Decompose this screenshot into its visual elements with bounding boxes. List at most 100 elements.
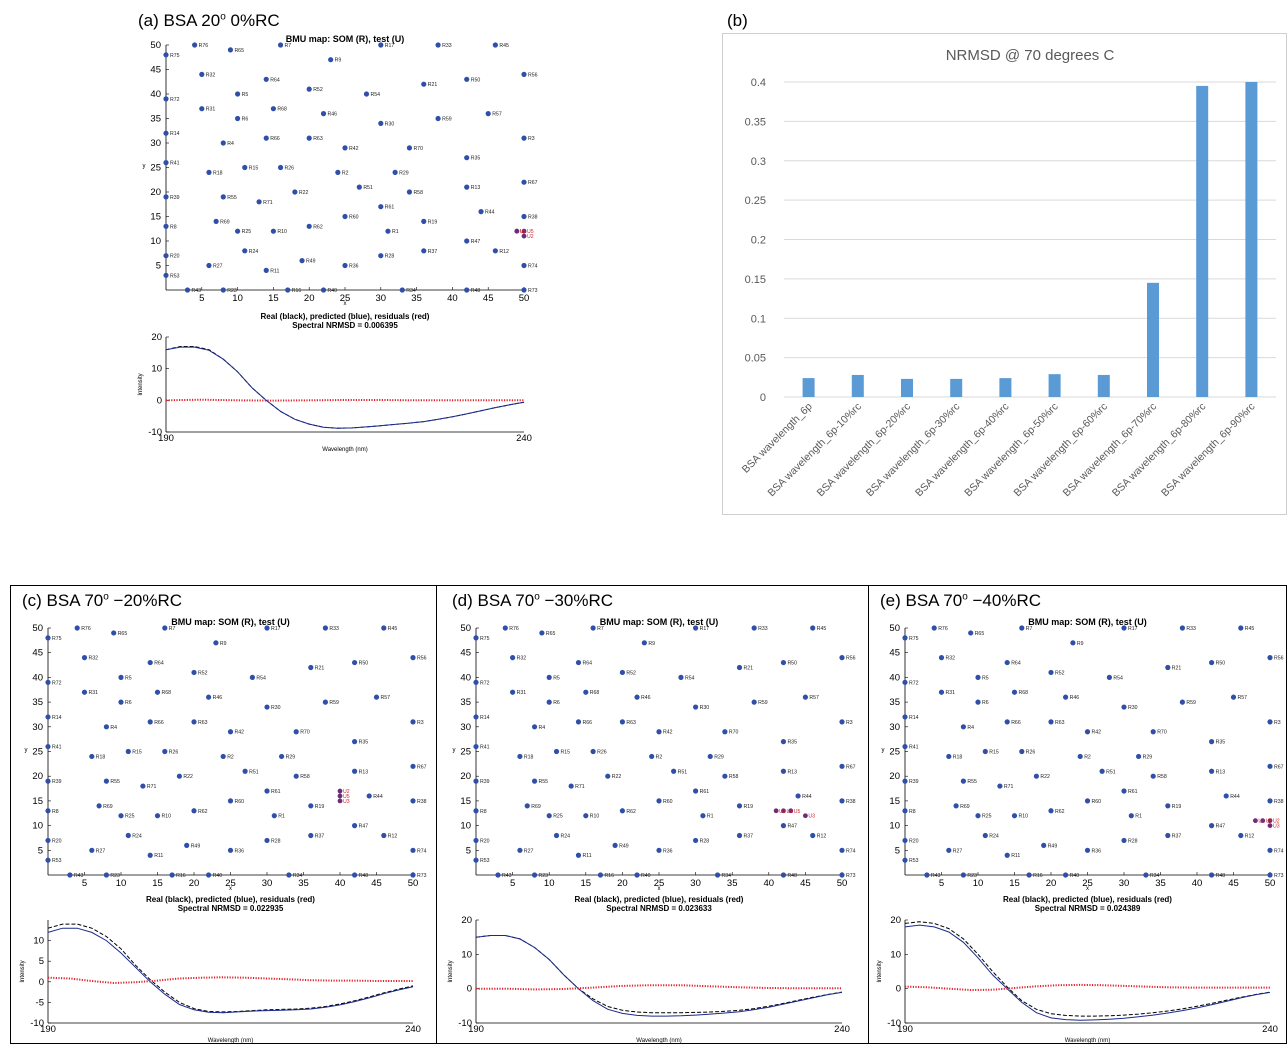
som-node-label: R41 bbox=[170, 161, 180, 167]
test-point-label: U3 bbox=[808, 814, 815, 820]
som-node-label: R72 bbox=[52, 680, 62, 686]
x-tick-label: 10 bbox=[116, 878, 127, 889]
som-node-label: R19 bbox=[1172, 804, 1182, 810]
som-node-label: R43 bbox=[74, 873, 84, 879]
som-node bbox=[308, 803, 314, 809]
som-node-label: R23 bbox=[967, 873, 977, 879]
y-tick-label: 0.05 bbox=[745, 353, 766, 365]
som-node bbox=[191, 719, 197, 725]
y-axis-label: y bbox=[143, 164, 146, 170]
som-node bbox=[464, 287, 470, 293]
som-node bbox=[352, 659, 358, 666]
map-title: BMU map: SOM (R), test (U) bbox=[286, 34, 405, 44]
som-node-label: R21 bbox=[1172, 666, 1182, 672]
som-node bbox=[583, 813, 589, 819]
som-node-label: R33 bbox=[1186, 626, 1196, 632]
som-node bbox=[464, 184, 470, 190]
som-node bbox=[235, 228, 241, 234]
som-node-label: R61 bbox=[700, 789, 710, 795]
som-node-label: R1 bbox=[707, 814, 714, 820]
som-node bbox=[539, 630, 545, 636]
som-node bbox=[162, 748, 168, 755]
som-node-label: R28 bbox=[385, 254, 395, 260]
bar bbox=[1048, 374, 1061, 397]
category-label: BSA wavelength_6p-20%rc bbox=[815, 401, 913, 499]
som-node bbox=[693, 704, 699, 710]
som-node bbox=[199, 106, 205, 112]
x-tick-label: 35 bbox=[727, 878, 738, 889]
som-node-label: R72 bbox=[480, 680, 490, 686]
y-tick-label: 10 bbox=[33, 936, 44, 947]
som-node-label: R59 bbox=[329, 700, 339, 706]
som-node bbox=[722, 773, 728, 779]
y-tick-label: 0.35 bbox=[745, 116, 766, 128]
som-node-label: R12 bbox=[499, 249, 509, 255]
som-node bbox=[227, 798, 234, 804]
som-node-label: R47 bbox=[471, 239, 481, 245]
som-node-label: R12 bbox=[388, 833, 398, 839]
som-node bbox=[902, 679, 908, 685]
som-node-label: R66 bbox=[1011, 720, 1021, 726]
som-node bbox=[1077, 753, 1083, 760]
som-node-label: R49 bbox=[191, 843, 201, 849]
som-node bbox=[924, 872, 930, 878]
test-point bbox=[773, 808, 779, 814]
som-node bbox=[328, 57, 334, 63]
som-node bbox=[1019, 748, 1025, 755]
y-tick-label: 15 bbox=[460, 796, 471, 807]
som-node-label: R13 bbox=[787, 769, 797, 775]
som-node bbox=[1033, 773, 1039, 779]
y-tick-label: 50 bbox=[460, 623, 471, 634]
x-axis-label: Wavelength (nm) bbox=[322, 447, 367, 453]
som-node-label: R8 bbox=[909, 809, 916, 815]
som-node-label: R6 bbox=[125, 700, 132, 706]
som-node-label: R27 bbox=[953, 848, 963, 854]
som-node bbox=[521, 213, 527, 220]
som-node bbox=[342, 145, 348, 151]
som-node bbox=[1121, 788, 1127, 794]
y-tick-label: -10 bbox=[148, 427, 162, 438]
som-node bbox=[671, 768, 677, 774]
som-node bbox=[1026, 872, 1032, 878]
som-node bbox=[597, 872, 604, 878]
som-node bbox=[103, 778, 109, 784]
som-node-label: R47 bbox=[787, 824, 797, 830]
y-tick-label: 20 bbox=[890, 915, 901, 926]
som-node bbox=[902, 635, 908, 641]
som-node bbox=[308, 832, 314, 839]
y-tick-label: 25 bbox=[150, 163, 161, 174]
som-node bbox=[953, 803, 959, 809]
som-node-label: R69 bbox=[960, 804, 970, 810]
som-node-label: R18 bbox=[953, 754, 963, 760]
som-node-label: R63 bbox=[626, 720, 636, 726]
x-tick-label: 15 bbox=[268, 293, 279, 304]
som-node bbox=[1136, 753, 1142, 760]
som-node bbox=[213, 640, 219, 646]
som-node-label: R32 bbox=[206, 72, 216, 78]
som-node-label: R53 bbox=[170, 273, 180, 279]
som-node bbox=[184, 287, 191, 293]
som-node bbox=[1165, 832, 1171, 839]
som-node bbox=[553, 832, 560, 839]
test-point-label: U5 bbox=[1266, 819, 1273, 825]
som-node bbox=[531, 778, 538, 784]
som-node bbox=[656, 798, 662, 804]
som-node bbox=[1004, 852, 1010, 858]
som-node bbox=[619, 808, 626, 814]
y-tick-label: 15 bbox=[32, 796, 43, 807]
som-node bbox=[1267, 719, 1273, 725]
som-node bbox=[406, 189, 413, 195]
som-node bbox=[293, 773, 299, 779]
x-tick-label: 35 bbox=[298, 878, 309, 889]
som-node-label: R44 bbox=[373, 794, 383, 800]
som-node bbox=[125, 748, 131, 755]
som-node-label: R55 bbox=[227, 195, 237, 201]
som-node bbox=[270, 228, 276, 234]
som-node-label: R8 bbox=[480, 809, 487, 815]
som-node bbox=[583, 689, 589, 695]
som-node bbox=[524, 803, 530, 809]
category-label: BSA wavelength_6p-30%rc bbox=[864, 401, 962, 499]
som-node bbox=[1121, 625, 1127, 631]
som-node bbox=[249, 674, 255, 681]
x-tick-label: 240 bbox=[834, 1024, 850, 1035]
